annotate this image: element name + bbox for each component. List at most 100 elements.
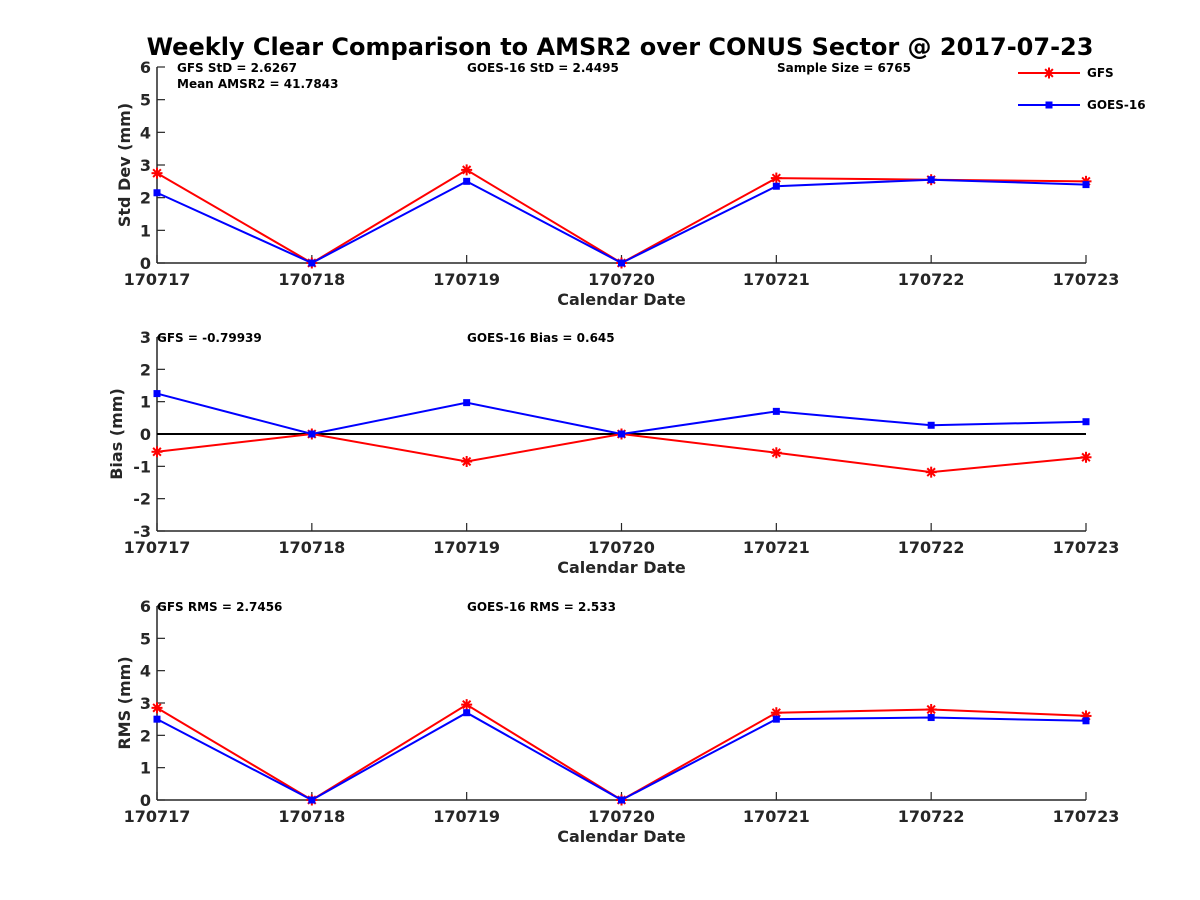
y-tick-label: -3 [133,522,151,541]
x-tick-label: 170720 [588,270,655,289]
goes-16-point [1082,418,1090,426]
gfs-point-stroke-3 [926,704,936,715]
gfs-point [770,447,782,459]
y-tick-label: 2 [140,360,151,379]
x-tick-label: 170719 [433,538,500,557]
gfs-point [151,446,163,458]
y-tick-label: 3 [140,156,151,175]
x-tick-label: 170721 [743,270,810,289]
gfs-point [151,167,163,179]
gfs-point-stroke-3 [462,456,472,467]
goes-16-point [153,189,161,197]
y-tick-label: 2 [140,726,151,745]
legend-goes-16-label: GOES-16 [1087,98,1146,112]
goes-16-point [772,407,780,415]
x-tick-label: 170718 [278,538,345,557]
goes-16-point [772,715,780,723]
x-tick-label: 170723 [1053,807,1120,826]
legend: GFS GOES-16 [1018,66,1146,112]
y-tick-label: 1 [140,393,151,412]
x-axis-label: Calendar Date [557,558,686,577]
y-tick-label: 4 [140,123,151,142]
x-tick-label: 170722 [898,807,965,826]
goes-16-point [308,430,316,438]
goes-16-point [463,399,471,407]
stat-annotation: GOES-16 StD = 2.4495 [467,61,619,75]
x-tick-label: 170719 [433,807,500,826]
goes-16-point [463,709,471,717]
x-tick-label: 170719 [433,270,500,289]
stat-annotation: GFS = -0.79939 [157,331,262,345]
gfs-point [925,466,937,478]
y-tick-label: -1 [133,457,151,476]
x-tick-label: 170720 [588,538,655,557]
gfs-point [770,172,782,184]
gfs-point [461,699,473,711]
y-axis-label: RMS (mm) [115,656,134,749]
x-tick-label: 170722 [898,538,965,557]
gfs-point-stroke-3 [771,448,781,458]
legend-goes-16-marker [1045,101,1053,109]
gfs-point-stroke-3 [462,165,472,175]
goes-16-point [618,259,625,267]
y-tick-label: 1 [140,221,151,240]
y-tick-label: 2 [140,189,151,208]
rms-panel: 0 1 2 3 4 5 6 170717 170718 170719 170720 170721 170… [115,597,1119,846]
x-axis-label: Calendar Date [557,290,686,309]
stat-annotation: GOES-16 Bias = 0.645 [467,331,615,345]
stat-annotation: Sample Size = 6765 [777,61,911,75]
stat-annotation: GFS StD = 2.6267 [177,61,297,75]
goes-16-point [308,796,316,804]
gfs-point [1080,451,1092,463]
gfs-point-stroke-3 [926,467,936,477]
legend-gfs-marker [1043,67,1055,79]
x-tick-label: 170717 [124,270,191,289]
gfs-point [151,702,163,714]
y-tick-label: 5 [140,629,151,648]
x-tick-label: 170720 [588,807,655,826]
stat-annotation: GFS RMS = 2.7456 [157,600,282,614]
x-tick-label: 170722 [898,270,965,289]
stat-annotation: Mean AMSR2 = 41.7843 [177,77,338,91]
gfs-point-stroke-3 [771,173,781,183]
x-tick-label: 170717 [124,538,191,557]
goes-16-point [308,259,316,267]
x-tick-label: 170717 [124,807,191,826]
gfs-point-stroke-3 [152,703,162,713]
goes-16-point [1082,717,1090,725]
goes-16-point [927,714,935,722]
gfs-point-stroke-3 [1081,452,1091,462]
y-tick-label: 4 [140,662,151,681]
y-axis-label: Std Dev (mm) [115,103,134,227]
y-tick-label: 6 [140,597,151,616]
legend-gfs-label: GFS [1087,66,1114,80]
gfs-point [461,164,473,176]
y-axis-label: Bias (mm) [107,388,126,480]
goes-16-point [153,715,161,723]
y-tick-label: 0 [140,425,151,444]
x-axis-label: Calendar Date [557,827,686,846]
x-tick-label: 170721 [743,538,810,557]
std-dev-panel: 0 1 2 3 4 5 6 170717 170718 170719 170720 170721 170… [115,58,1119,309]
goes-16-point [618,796,625,804]
y-tick-label: 0 [140,254,151,273]
goes-16-point [1082,181,1090,189]
goes-16-point [618,430,625,438]
y-tick-label: 1 [140,759,151,778]
gfs-point [461,455,473,467]
gfs-point-stroke-3 [152,168,162,178]
bias-panel: -3 -2 -1 0 1 2 3 170717 170718 170719 170720 170721… [107,328,1119,577]
x-tick-label: 170718 [278,270,345,289]
stat-annotation: GOES-16 RMS = 2.533 [467,600,616,614]
goes-16-point [927,421,935,429]
x-tick-label: 170718 [278,807,345,826]
gfs-point-stroke-3 [462,700,472,710]
gfs-point [925,703,937,715]
legend-gfs-marker-stroke-3 [1044,68,1054,78]
goes-16-point [463,177,471,185]
figure-title: Weekly Clear Comparison to AMSR2 over CO… [147,33,1094,61]
y-tick-label: -2 [133,490,151,509]
y-tick-label: 6 [140,58,151,77]
